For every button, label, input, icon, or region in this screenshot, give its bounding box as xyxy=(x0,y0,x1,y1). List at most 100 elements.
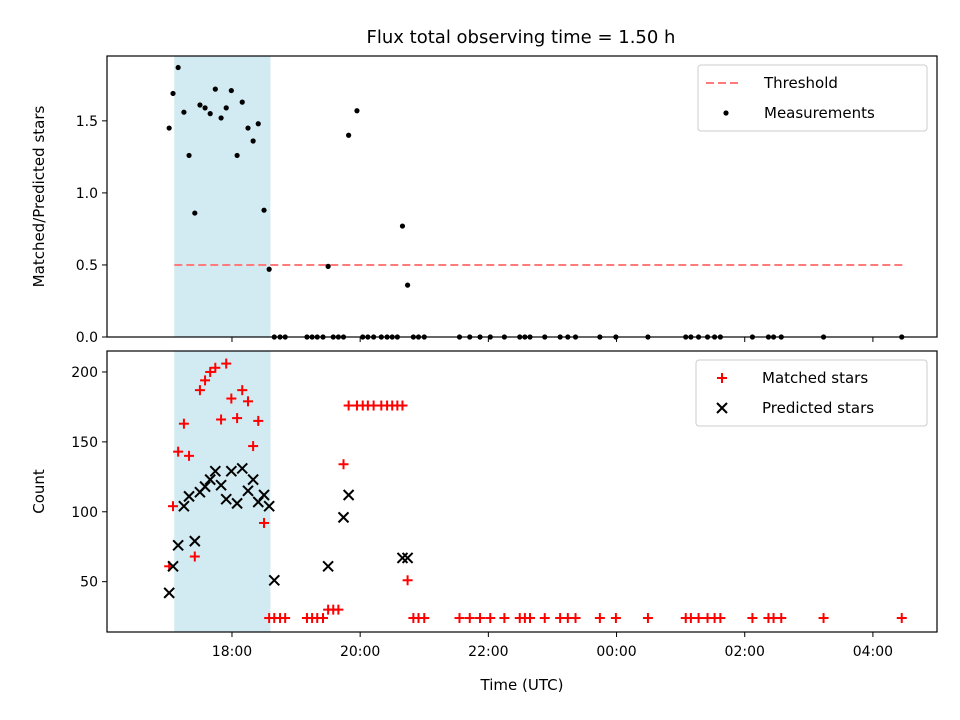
measurement-point xyxy=(175,64,181,71)
measurement-point xyxy=(202,105,208,111)
predicted-star-point xyxy=(401,552,414,564)
matched-star-point xyxy=(232,413,243,424)
y-tick-label: 1.5 xyxy=(76,114,98,130)
legend-box xyxy=(695,359,928,427)
bottom-x-ticks: 18:00 20:00 22:00 00:00 02:00 04:00 xyxy=(212,632,893,660)
matched-star-point xyxy=(464,613,475,624)
measurement-point xyxy=(261,207,267,213)
matched-star-point xyxy=(200,375,211,386)
top-y-ticks: 0.0 0.5 1.0 1.5 xyxy=(76,114,107,346)
predicted-star-point xyxy=(172,539,184,552)
measurement-point xyxy=(325,263,331,269)
matched-star-point xyxy=(205,366,216,377)
matched-star-point xyxy=(525,613,536,624)
measurement-point xyxy=(181,109,187,115)
x-tick-label: 02:00 xyxy=(725,644,765,660)
y-tick-label: 200 xyxy=(71,365,98,381)
matched-star-point xyxy=(485,613,496,624)
legend-box xyxy=(697,64,928,132)
legend-entry: Predicted stars xyxy=(716,399,874,417)
predicted-star-point xyxy=(215,479,227,491)
matched-star-point xyxy=(173,446,184,457)
measurement-point xyxy=(234,152,240,159)
legend-entry: Matched stars xyxy=(717,369,868,387)
top-highlight-span xyxy=(174,56,271,337)
matched-star-point xyxy=(194,385,205,396)
predicted-star-point xyxy=(322,560,334,573)
measurement-point xyxy=(166,125,172,131)
bottom-highlight-span xyxy=(174,351,271,632)
bottom-panel: 50 100 150 200 18:00 20:00 22:00 00:00 02:00 04:… xyxy=(30,350,938,694)
measurement-point xyxy=(266,266,272,272)
measurement-point xyxy=(346,132,352,138)
matched-star-point xyxy=(896,613,907,624)
x-tick-label: 04:00 xyxy=(853,644,893,660)
y-tick-label: 0.5 xyxy=(76,258,98,274)
predicted-star-point xyxy=(220,493,232,505)
matched-star-point xyxy=(475,613,486,624)
y-tick-label: 0.0 xyxy=(76,330,98,346)
legend-label: Threshold xyxy=(763,74,838,92)
bottom-legend: Matched stars Predicted stars xyxy=(695,359,928,427)
highlight-span-rect xyxy=(174,351,271,632)
y-tick-label: 150 xyxy=(71,435,98,451)
matched-star-point xyxy=(216,414,227,425)
matched-star-point xyxy=(280,613,291,624)
measurement-point xyxy=(197,102,203,108)
bottom-plot-marks xyxy=(163,358,907,624)
measurement-point xyxy=(192,210,198,216)
predicted-star-point xyxy=(209,465,222,477)
legend-entry: Measurements xyxy=(723,104,875,122)
x-tick-label: 22:00 xyxy=(468,644,508,660)
matched-star-point xyxy=(610,613,621,624)
predicted-star-point xyxy=(337,511,350,524)
matched-star-point xyxy=(189,551,200,562)
predicted-star-point xyxy=(163,587,175,599)
measurement-point xyxy=(212,86,218,92)
bottom-y-axis-label: Count xyxy=(30,469,48,514)
legend-label: Predicted stars xyxy=(762,399,874,417)
legend-label: Matched stars xyxy=(762,369,868,387)
legend-matched-swatch xyxy=(717,373,727,383)
measurement-point xyxy=(170,90,176,97)
predicted-star-point xyxy=(236,462,248,475)
matched-star-point xyxy=(402,575,413,586)
predicted-star-point xyxy=(242,485,254,497)
matched-star-point xyxy=(333,604,344,615)
matched-star-point xyxy=(818,613,829,624)
predicted-star-point xyxy=(167,560,179,573)
matched-star-point xyxy=(226,393,237,404)
bottom-axes-frame xyxy=(106,350,938,633)
matched-star-point xyxy=(747,613,758,624)
predicted-star-point xyxy=(204,473,216,486)
matched-star-point xyxy=(715,613,726,624)
top-legend: Threshold Measurements xyxy=(697,64,928,132)
predicted-star-point xyxy=(263,500,275,512)
matched-star-point xyxy=(210,362,221,373)
matched-star-point xyxy=(419,613,430,624)
x-tick-label: 20:00 xyxy=(340,644,380,660)
chart-title: Flux total observing time = 1.50 h xyxy=(367,27,676,48)
matched-star-point xyxy=(248,441,259,452)
matched-star-point xyxy=(237,385,248,396)
predicted-star-point xyxy=(258,489,270,501)
top-axes-frame xyxy=(106,55,938,338)
predicted-star-point xyxy=(342,489,355,501)
measurement-point xyxy=(218,115,224,121)
measurement-point xyxy=(186,152,192,159)
matched-star-point xyxy=(570,613,581,624)
measurement-point xyxy=(223,105,229,111)
legend-predicted-swatch xyxy=(716,402,728,414)
matched-star-point xyxy=(454,613,465,624)
matched-star-point xyxy=(184,450,195,461)
measurement-point xyxy=(228,87,234,94)
y-tick-label: 50 xyxy=(80,575,98,591)
y-tick-label: 100 xyxy=(71,505,98,521)
matched-star-point xyxy=(594,613,605,624)
matched-star-point xyxy=(168,501,179,512)
predicted-star-point xyxy=(189,535,201,547)
predicted-star-point xyxy=(199,480,211,493)
measurement-point xyxy=(255,121,261,127)
measurement-point xyxy=(245,125,251,131)
matched-star-point xyxy=(317,613,328,624)
